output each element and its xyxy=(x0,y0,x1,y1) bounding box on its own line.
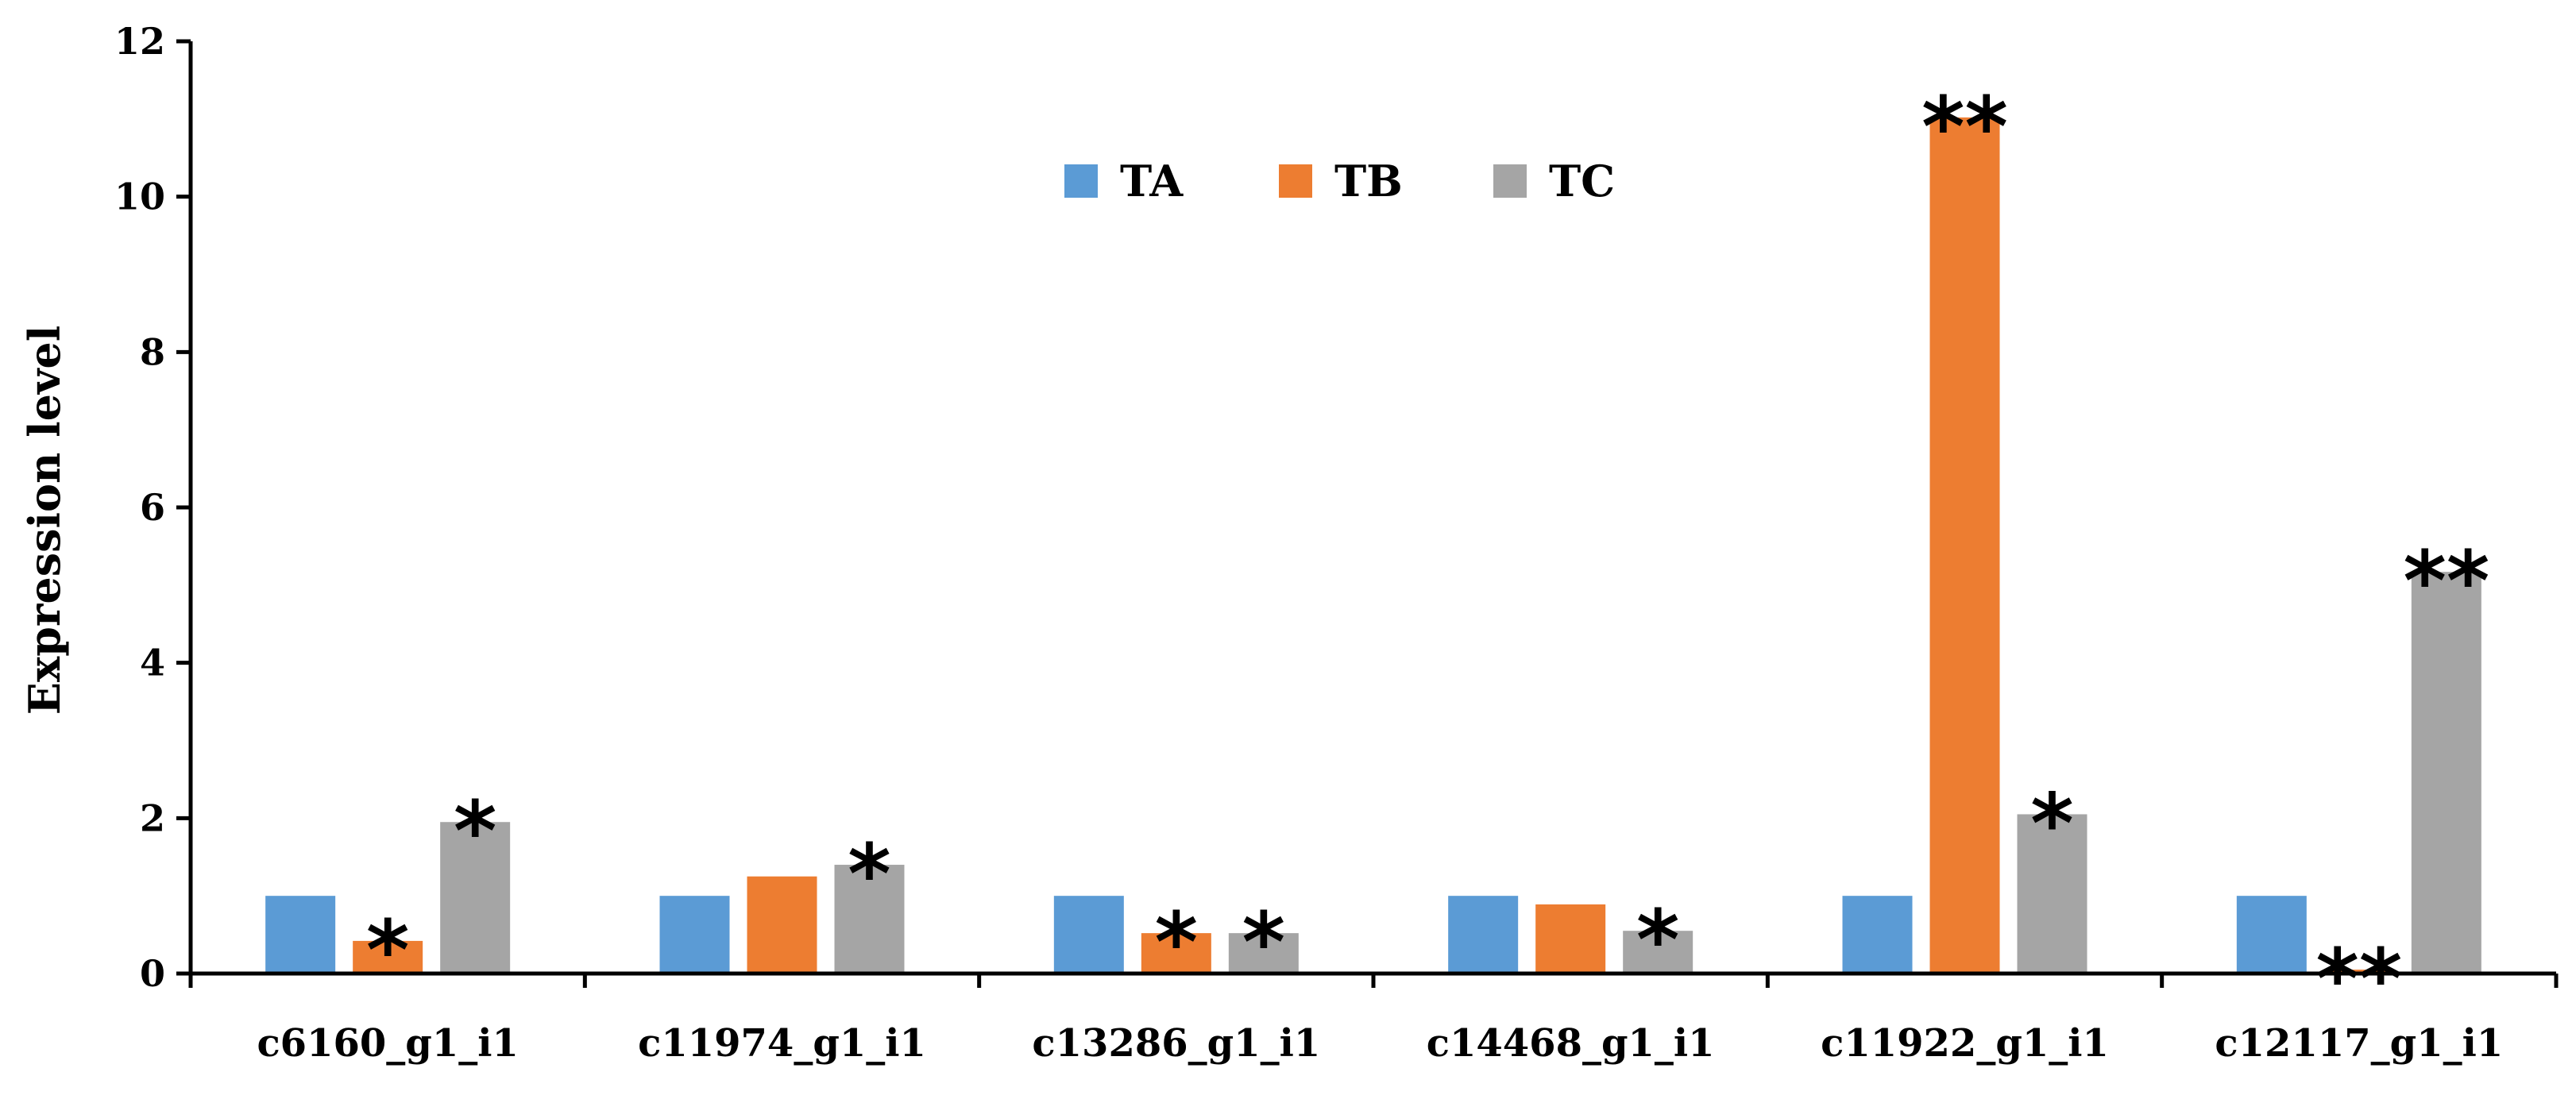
x-tick-label: c6160_g1_i1 xyxy=(257,1021,518,1066)
y-tick-label: 8 xyxy=(140,330,165,373)
y-tick-label: 12 xyxy=(114,20,165,63)
significance-tc-c12117_g1_i1: ** xyxy=(2403,533,2489,630)
bar-ta-c6160_g1_i1 xyxy=(265,896,336,974)
bar-tb-c13286_g1_i1 xyxy=(1141,933,1211,974)
bar-tc-c11974_g1_i1 xyxy=(834,865,905,974)
bars-layer xyxy=(265,117,2481,974)
y-tick-label: 10 xyxy=(114,175,165,218)
x-tick-label: c14468_g1_i1 xyxy=(1427,1021,1715,1066)
bar-ta-c11922_g1_i1 xyxy=(1842,896,1913,974)
bar-tb-c11974_g1_i1 xyxy=(747,876,817,974)
significance-tb-c6160_g1_i1: * xyxy=(366,902,409,999)
significance-tb-c11922_g1_i1: ** xyxy=(1921,79,2008,175)
legend-swatch-ta xyxy=(1064,164,1098,198)
bar-ta-c11974_g1_i1 xyxy=(659,896,730,974)
y-tick-label: 2 xyxy=(140,796,165,839)
bar-tc-c12117_g1_i1 xyxy=(2411,572,2481,974)
legend-swatch-tc xyxy=(1493,164,1527,198)
bar-tb-c6160_g1_i1 xyxy=(353,940,423,974)
x-tick-label: c12117_g1_i1 xyxy=(2215,1021,2503,1066)
significance-tb-c12117_g1_i1: ** xyxy=(2315,931,2402,1028)
x-tick-label: c13286_g1_i1 xyxy=(1032,1021,1320,1066)
legend-label-ta: TA xyxy=(1120,156,1184,206)
legend-label-tb: TB xyxy=(1334,156,1403,206)
y-tick-label: 0 xyxy=(140,952,165,995)
axes-layer: c6160_g1_i1 c11974_g1_i1 c13286_g1_i1 c1446… xyxy=(114,20,2559,1066)
bar-tc-c11922_g1_i1 xyxy=(2017,814,2087,974)
y-axis-title: Expression level xyxy=(19,326,70,715)
significance-tc-c11974_g1_i1: * xyxy=(848,826,890,923)
bar-ta-c12117_g1_i1 xyxy=(2236,896,2307,974)
significance-tb-c13286_g1_i1: * xyxy=(1155,894,1198,991)
significance-tc-c6160_g1_i1: * xyxy=(454,783,496,880)
bar-ta-c13286_g1_i1 xyxy=(1053,896,1124,974)
x-tick-label: c11922_g1_i1 xyxy=(1821,1021,2109,1066)
legend-swatch-tb xyxy=(1279,164,1312,198)
x-tick-label: c11974_g1_i1 xyxy=(638,1021,926,1066)
legend: TA TB TC xyxy=(1064,156,1615,206)
y-tick-label: 6 xyxy=(140,486,165,529)
legend-label-tc: TC xyxy=(1549,156,1615,206)
bar-tb-c11922_g1_i1 xyxy=(1929,117,2000,974)
bar-tc-c14468_g1_i1 xyxy=(1623,931,1694,974)
bar-tc-c13286_g1_i1 xyxy=(1228,933,1299,974)
significance-tc-c13286_g1_i1: * xyxy=(1242,894,1285,991)
significance-tc-c11922_g1_i1: * xyxy=(2030,775,2073,872)
y-tick-label: 4 xyxy=(140,642,165,684)
significance-layer: ** ** * ******** xyxy=(366,79,2489,1028)
bar-tc-c6160_g1_i1 xyxy=(440,822,511,974)
bar-tb-c14468_g1_i1 xyxy=(1535,904,1606,974)
bar-ta-c14468_g1_i1 xyxy=(1448,896,1519,974)
